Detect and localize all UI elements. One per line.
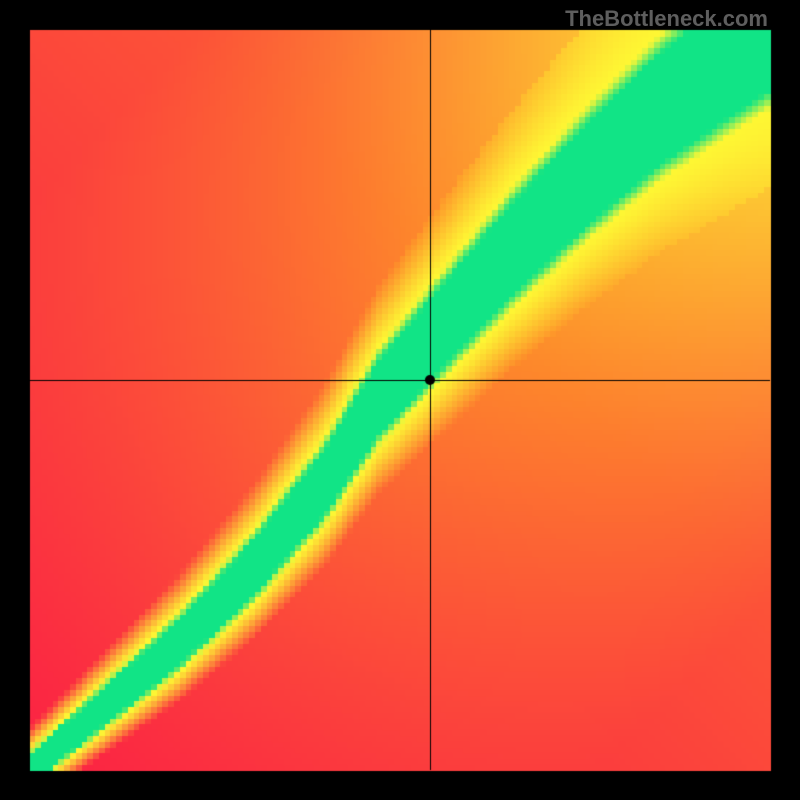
- chart-container: TheBottleneck.com: [0, 0, 800, 800]
- bottleneck-heatmap: [0, 0, 800, 800]
